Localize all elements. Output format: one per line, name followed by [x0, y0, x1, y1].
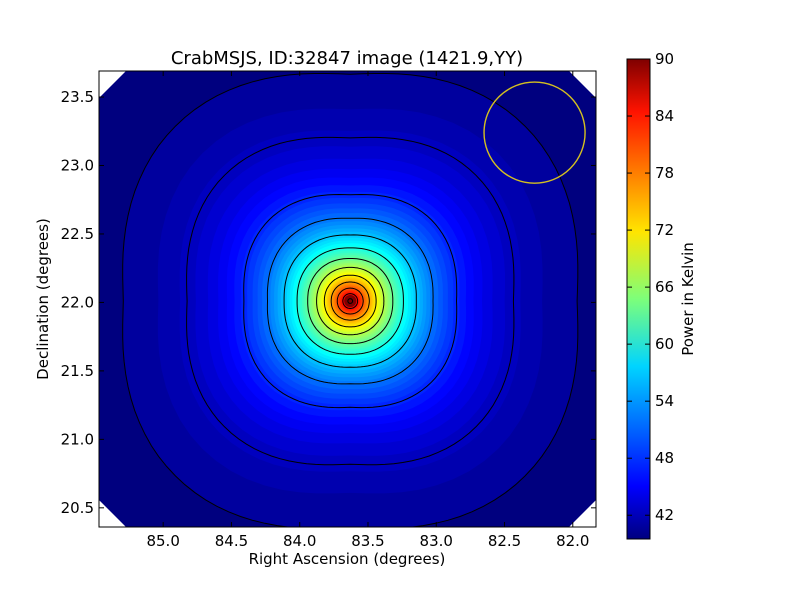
contour-line	[283, 234, 417, 368]
contour-line	[330, 281, 370, 321]
beam-circle	[483, 81, 586, 184]
colorbar-label: Power in Kelvin	[679, 242, 697, 356]
colorbar-tick-label: 42	[655, 506, 674, 524]
colorbar-tick-label: 84	[655, 107, 674, 125]
contour-line	[316, 266, 385, 336]
y-axis-label: Declination (degrees)	[34, 218, 52, 380]
x-axis-label: Right Ascension (degrees)	[249, 550, 446, 568]
colorbar-tick-label: 90	[655, 50, 674, 68]
colorbar-tick-label: 48	[655, 449, 674, 467]
contour-line	[323, 274, 377, 328]
x-tick-label: 82.5	[488, 532, 521, 550]
corner-mask-tr	[569, 71, 596, 98]
y-tick-label: 21.5	[61, 362, 94, 380]
y-tick-label: 22.5	[61, 225, 94, 243]
x-tick-label: 83.5	[351, 532, 384, 550]
colorbar-tick-label: 60	[655, 335, 674, 353]
contour-line	[342, 293, 359, 309]
colorbar-tick-label: 72	[655, 221, 674, 239]
plot-frame	[98, 70, 597, 528]
x-tick-label: 83.0	[420, 532, 453, 550]
contour-line	[266, 217, 434, 385]
chart-title: CrabMSJS, ID:32847 image (1421.9,YY)	[171, 48, 523, 69]
heatmap-layer	[122, 73, 578, 527]
x-tick-label: 82.0	[556, 532, 589, 550]
colorbar-tick-label: 66	[655, 278, 674, 296]
x-tick-label: 84.5	[215, 532, 248, 550]
x-axis-ticks: 85.0 84.5 84.0 83.5 83.0 82.5 82.0	[146, 71, 589, 550]
y-tick-label: 23.5	[61, 88, 94, 106]
x-tick-label: 85.0	[146, 532, 179, 550]
contour-line	[296, 247, 404, 355]
contour-line	[243, 193, 458, 409]
plot-area: 85.0 84.5 84.0 83.5 83.0 82.5 82.0 20.5 21.0 21.…	[61, 70, 597, 550]
colorbar-gradient	[626, 58, 651, 540]
contour-line	[347, 298, 354, 304]
y-tick-label: 20.5	[61, 499, 94, 517]
contour-line	[336, 287, 364, 315]
contour-layer	[122, 73, 579, 527]
y-axis-ticks: 20.5 21.0 21.5 22.0 22.5 23.0 23.5	[61, 88, 596, 517]
colorbar: 42 48 54 60 66 72 78 84 90 Power in Kelvin	[626, 50, 697, 540]
y-tick-label: 23.0	[61, 156, 94, 174]
corner-mask-bl	[99, 500, 126, 527]
heat-peak	[344, 295, 357, 308]
corner-mask-br	[569, 500, 596, 527]
y-tick-label: 22.0	[61, 293, 94, 311]
contour-line	[307, 258, 394, 345]
contour-line	[186, 136, 515, 466]
colorbar-ticks: 42 48 54 60 66 72 78 84 90	[627, 50, 674, 524]
contour-line	[122, 73, 579, 527]
colorbar-tick-label: 54	[655, 392, 674, 410]
corner-mask-tl	[99, 71, 126, 98]
x-tick-label: 84.0	[283, 532, 316, 550]
y-tick-label: 21.0	[61, 430, 94, 448]
colorbar-tick-label: 78	[655, 164, 674, 182]
